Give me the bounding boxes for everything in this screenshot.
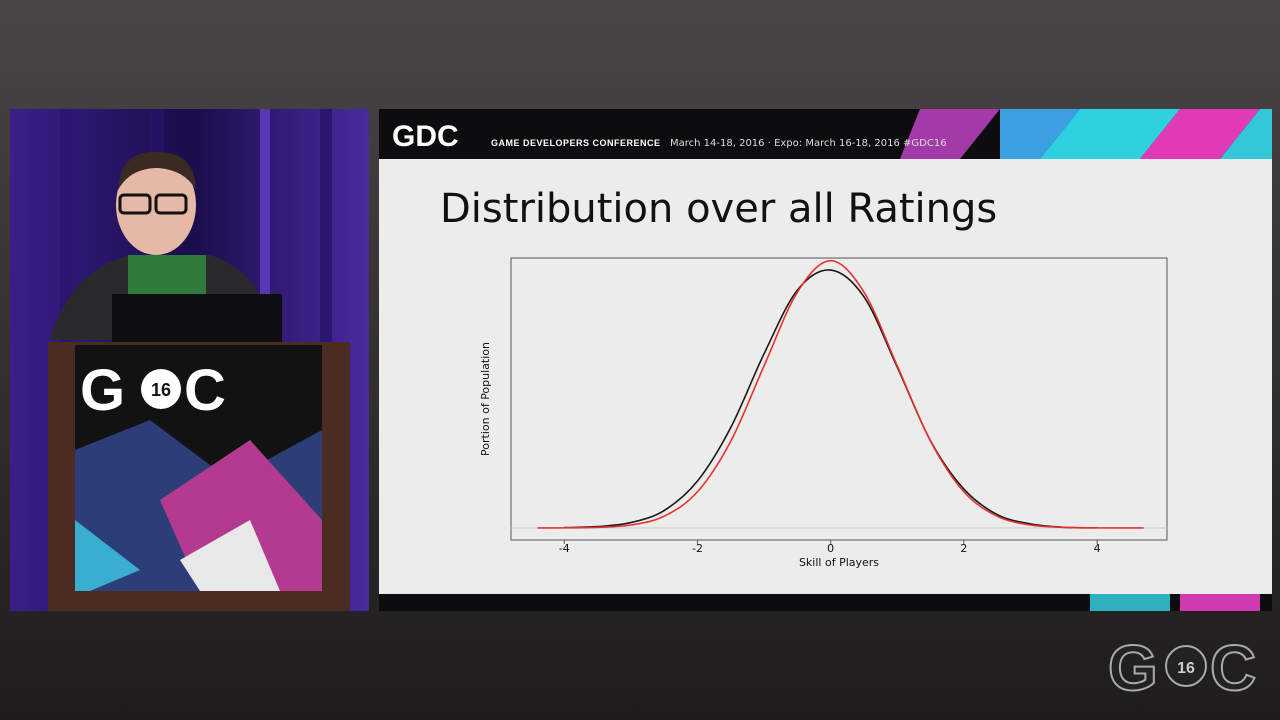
corner-logo: G 16 C xyxy=(1107,631,1257,705)
slide-title: Distribution over all Ratings xyxy=(440,186,997,232)
data-line xyxy=(537,259,1144,529)
corner-badge: 16 xyxy=(1177,660,1195,677)
x-tick-label: 4 xyxy=(1094,542,1101,555)
podium-badge: 16 xyxy=(151,380,171,400)
x-tick-label: 2 xyxy=(960,542,967,555)
corner-logo-right: C xyxy=(1210,632,1256,704)
header-conference: GAME DEVELOPERS CONFERENCE xyxy=(491,138,661,148)
plot-frame xyxy=(510,257,1168,541)
corner-logo-left: G xyxy=(1108,632,1158,704)
speaker-video: G 16 C xyxy=(10,109,369,611)
slide: GDC GAME DEVELOPERS CONFERENCE March 14-… xyxy=(379,109,1272,611)
x-tick-label: -4 xyxy=(559,542,570,555)
x-tick-label: -2 xyxy=(692,542,703,555)
header-dates: March 14-18, 2016 · Expo: March 16-18, 2… xyxy=(670,138,947,149)
x-tick-label: 0 xyxy=(827,542,834,555)
header-logo: GDC xyxy=(392,120,459,153)
podium-logo: C xyxy=(184,358,226,423)
y-axis-label: Portion of Population xyxy=(479,342,492,456)
data-line xyxy=(564,269,1098,529)
podium-logo: G xyxy=(80,358,125,423)
x-axis-label: Skill of Players xyxy=(799,556,879,569)
